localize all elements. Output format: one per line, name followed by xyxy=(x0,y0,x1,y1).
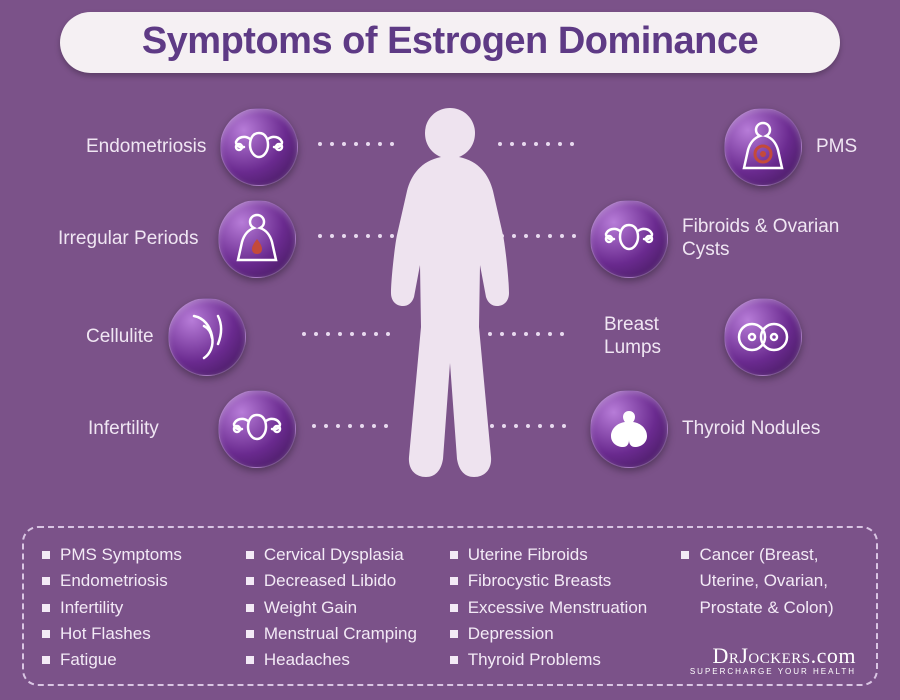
list-item: Headaches xyxy=(246,647,432,673)
list-column: PMS SymptomsEndometriosisInfertilityHot … xyxy=(42,542,228,674)
thyroid-icon xyxy=(590,390,668,468)
symptom-diagram: Endometriosis Irregular Periods Cellulite I… xyxy=(0,90,900,520)
breasts-icon xyxy=(724,298,802,376)
symptom-node: Fibroids & Ovarian Cysts xyxy=(590,200,848,278)
uterus-icon xyxy=(218,390,296,468)
symptom-label: Fibroids & Ovarian Cysts xyxy=(682,216,848,262)
symptom-label: Infertility xyxy=(88,418,159,441)
symptom-label: Irregular Periods xyxy=(58,228,198,251)
symptom-label: Breast Lumps xyxy=(604,314,710,360)
symptom-node: PMS xyxy=(724,108,857,186)
symptom-node: Breast Lumps xyxy=(604,298,802,376)
list-item: Decreased Libido xyxy=(246,568,432,594)
symptom-node: Thyroid Nodules xyxy=(590,390,848,468)
uterus-icon xyxy=(590,200,668,278)
human-figure xyxy=(370,108,530,503)
list-item: Fibrocystic Breasts xyxy=(450,568,664,594)
list-item: Hot Flashes xyxy=(42,621,228,647)
list-item: Endometriosis xyxy=(42,568,228,594)
thigh-icon xyxy=(168,298,246,376)
list-column: Uterine FibroidsFibrocystic BreastsExces… xyxy=(450,542,664,674)
uterus-icon xyxy=(220,108,298,186)
list-item: PMS Symptoms xyxy=(42,542,228,568)
symptom-node: Infertility xyxy=(88,390,296,468)
list-item: Thyroid Problems xyxy=(450,647,664,673)
brand-logo: DrJockers.com SUPERCHARGE YOUR HEALTH xyxy=(690,643,856,676)
list-item: Depression xyxy=(450,621,664,647)
symptom-label: Cellulite xyxy=(86,326,154,349)
symptom-list-box: PMS SymptomsEndometriosisInfertilityHot … xyxy=(22,526,878,686)
list-item: Infertility xyxy=(42,595,228,621)
title-pill: Symptoms of Estrogen Dominance xyxy=(60,12,840,73)
list-column: Cervical DysplasiaDecreased LibidoWeight… xyxy=(246,542,432,674)
symptom-label: Endometriosis xyxy=(86,136,206,159)
page-title: Symptoms of Estrogen Dominance xyxy=(120,20,780,63)
list-item: Uterine Fibroids xyxy=(450,542,664,568)
list-item: Cancer (Breast, Uterine, Ovarian, Prosta… xyxy=(681,542,858,621)
symptom-label: PMS xyxy=(816,136,857,159)
brand-suffix: .com xyxy=(811,643,856,668)
list-item: Cervical Dysplasia xyxy=(246,542,432,568)
torso-target-icon xyxy=(724,108,802,186)
symptom-node: Endometriosis xyxy=(86,108,298,186)
brand-tagline: SUPERCHARGE YOUR HEALTH xyxy=(690,667,856,676)
list-item: Fatigue xyxy=(42,647,228,673)
torso-drop-icon xyxy=(218,200,296,278)
list-item: Excessive Menstruation xyxy=(450,595,664,621)
symptom-node: Cellulite xyxy=(86,298,246,376)
list-item: Menstrual Cramping xyxy=(246,621,432,647)
symptom-label: Thyroid Nodules xyxy=(682,418,820,441)
symptom-node: Irregular Periods xyxy=(58,200,296,278)
brand-name: DrJockers xyxy=(712,643,810,668)
list-item: Weight Gain xyxy=(246,595,432,621)
